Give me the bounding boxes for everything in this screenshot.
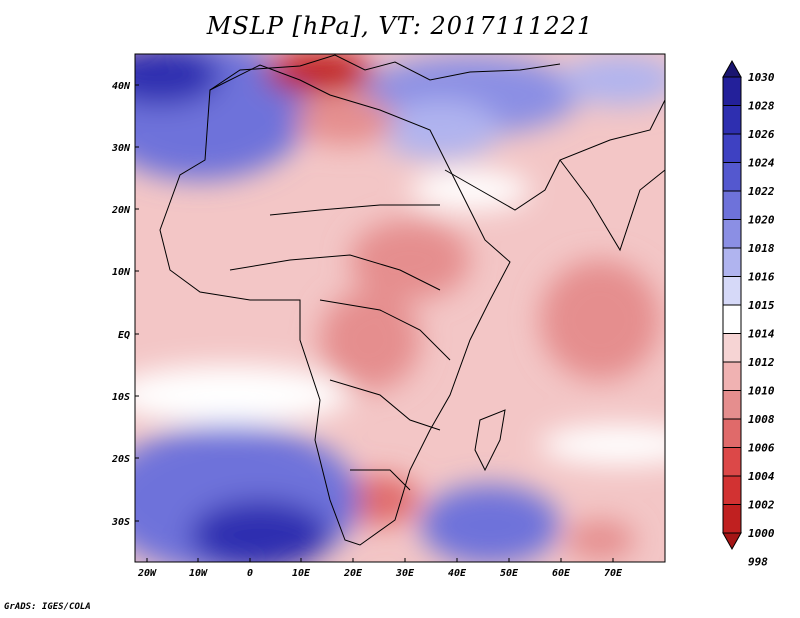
lon-tick-label: 0 <box>247 568 253 579</box>
colorbar-label: 998 <box>748 556 768 569</box>
colorbar-label: 1006 <box>748 442 775 455</box>
colorbar-swatch <box>722 105 742 135</box>
lat-tick-label: 20S <box>111 454 130 465</box>
lon-tick-label: 60E <box>552 568 571 579</box>
grads-credit: GrADS: IGES/COLA <box>4 602 91 612</box>
coastlines <box>159 54 665 546</box>
lon-tick-label: 20W <box>137 568 157 579</box>
colorbar-swatch <box>722 418 742 448</box>
pressure-field <box>135 54 665 562</box>
plot-frame <box>134 53 666 563</box>
colorbar-label: 1012 <box>748 356 775 369</box>
lon-tick-label: 20E <box>343 568 363 579</box>
lat-tick-label: EQ <box>118 330 130 341</box>
colorbar-label: 1030 <box>748 71 775 84</box>
colorbar-label: 1015 <box>748 299 775 312</box>
colorbar-label: 1018 <box>748 242 775 255</box>
colorbar-label: 1028 <box>748 100 775 113</box>
map-title: MSLP [hPa], VT: 2017111221 <box>206 12 594 40</box>
colorbar-label: 1024 <box>748 157 775 170</box>
lat-tick-label: 20N <box>111 205 131 216</box>
lon-tick-label: 70E <box>604 568 623 579</box>
colorbar-label: 1010 <box>748 385 775 398</box>
colorbar-label: 1014 <box>748 328 775 341</box>
colorbar-swatch <box>722 504 742 534</box>
colorbar-swatch <box>722 447 742 477</box>
lon-tick-label: 30E <box>395 568 415 579</box>
colorbar-swatch <box>722 475 742 505</box>
colorbar-swatch <box>722 390 742 420</box>
lat-tick-label: 30S <box>111 517 130 528</box>
lat-tick-label: 10S <box>112 392 130 403</box>
colorbar-cap-bottom <box>722 532 742 551</box>
lon-tick-label: 50E <box>500 568 519 579</box>
colorbar-label: 1002 <box>748 499 775 512</box>
lon-tick-label: 10E <box>292 568 311 579</box>
colorbar: 1030 1028 1026 1024 1022 1020 1018 1016 1015 1014… <box>722 59 775 569</box>
colorbar-swatch <box>722 276 742 306</box>
colorbar-swatch <box>722 333 742 363</box>
colorbar-swatch <box>722 162 742 192</box>
colorbar-swatch <box>722 304 742 334</box>
colorbar-swatch <box>722 76 742 106</box>
lon-tick-label: 40E <box>448 568 467 579</box>
colorbar-label: 1026 <box>748 128 775 141</box>
colorbar-label: 1020 <box>748 214 775 227</box>
lat-tick-label: 10N <box>112 267 131 278</box>
lat-tick-label: 30N <box>111 143 131 154</box>
lat-tick-label: 40N <box>112 81 131 92</box>
lat-axis: 40N 30N 20N 10N EQ 10S 20S 30S <box>111 81 139 528</box>
colorbar-label: 1000 <box>748 527 775 540</box>
colorbar-swatch <box>722 247 742 277</box>
lon-axis: 20W 10W 0 10E 20E 30E 40E 50E 60E 70E <box>137 558 623 579</box>
colorbar-swatch <box>722 361 742 391</box>
colorbar-label: 1022 <box>748 185 775 198</box>
colorbar-label: 1008 <box>748 413 775 426</box>
colorbar-swatch <box>722 133 742 163</box>
lon-tick-label: 10W <box>189 568 208 579</box>
colorbar-label: 1016 <box>748 271 775 284</box>
colorbar-swatch <box>722 219 742 249</box>
colorbar-swatch <box>722 190 742 220</box>
colorbar-label: 1004 <box>748 470 775 483</box>
colorbar-cap-top <box>722 59 742 78</box>
